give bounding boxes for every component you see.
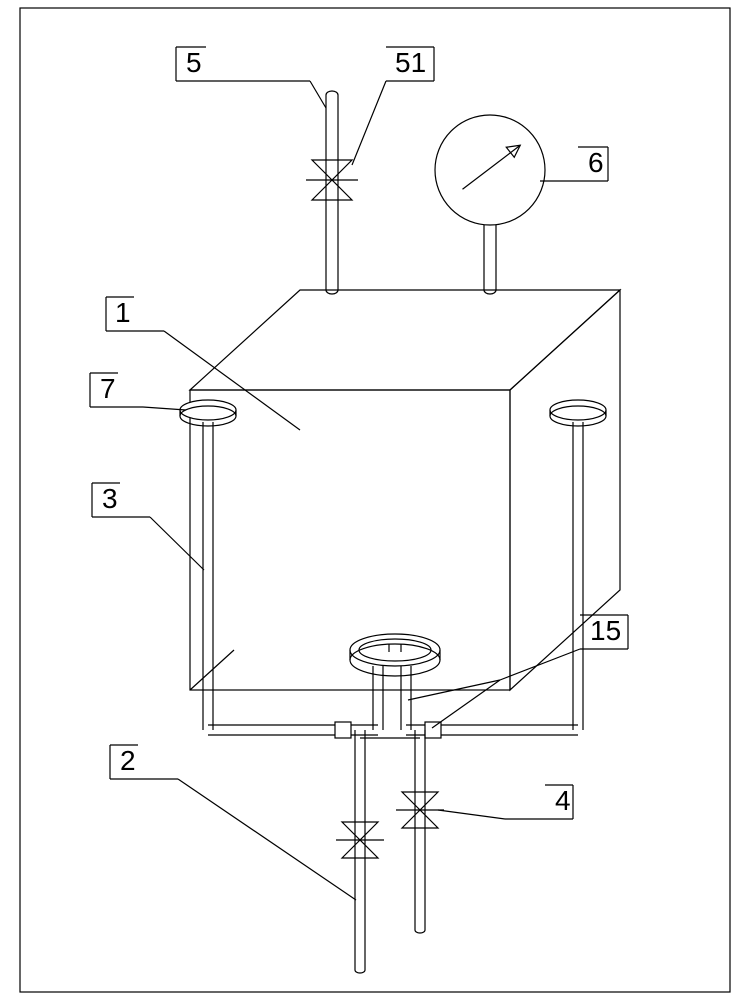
svg-text:6: 6 bbox=[588, 147, 604, 178]
svg-text:2: 2 bbox=[120, 745, 136, 776]
svg-text:1: 1 bbox=[115, 297, 131, 328]
svg-text:51: 51 bbox=[395, 47, 426, 78]
diagram-canvas: 5 51 6 1 7 3 2 15 4 bbox=[0, 0, 750, 1000]
svg-text:5: 5 bbox=[186, 47, 202, 78]
svg-text:3: 3 bbox=[102, 483, 118, 514]
svg-text:7: 7 bbox=[100, 373, 116, 404]
svg-text:15: 15 bbox=[590, 615, 621, 646]
svg-text:4: 4 bbox=[555, 785, 571, 816]
